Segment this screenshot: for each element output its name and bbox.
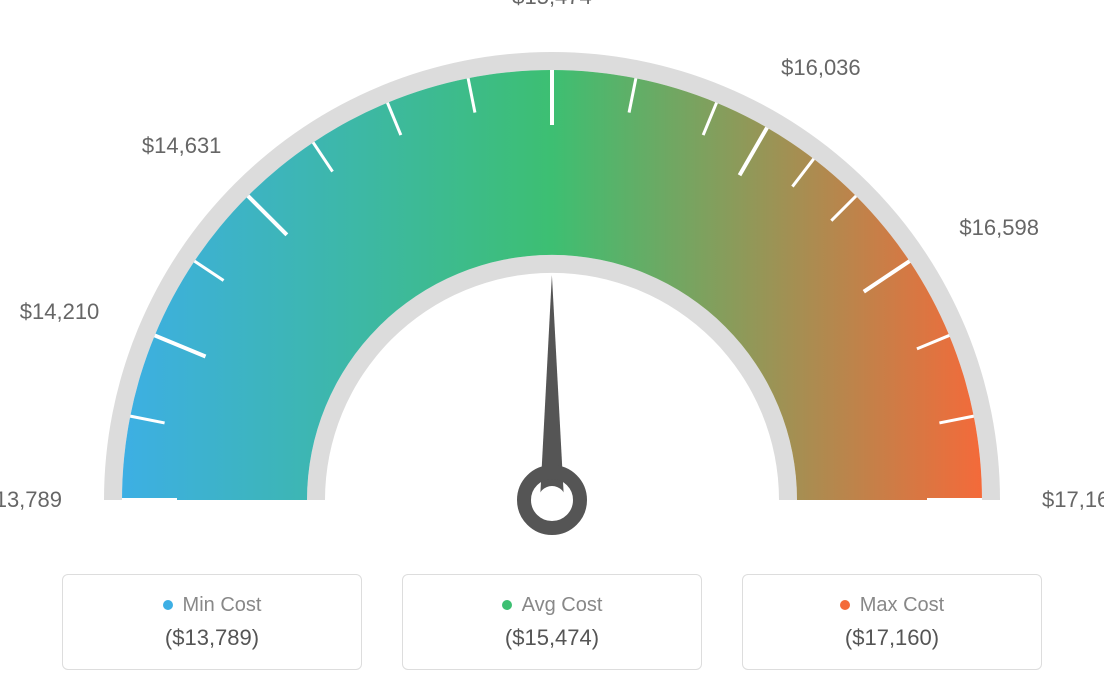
legend-value-avg: ($15,474) bbox=[505, 625, 599, 651]
gauge-tick-label: $16,598 bbox=[959, 215, 1039, 241]
legend-dot-avg bbox=[502, 600, 512, 610]
legend-value-max: ($17,160) bbox=[845, 625, 939, 651]
gauge-tick-label: $14,210 bbox=[20, 299, 100, 325]
gauge-tick-label: $13,789 bbox=[0, 487, 62, 513]
legend-value-min: ($13,789) bbox=[165, 625, 259, 651]
legend-title-min: Min Cost bbox=[183, 594, 262, 617]
gauge-tick-label: $17,160 bbox=[1042, 487, 1104, 513]
legend-title-row-avg: Avg Cost bbox=[502, 594, 603, 617]
legend-card-min: Min Cost ($13,789) bbox=[62, 574, 362, 670]
legend-title-row-max: Max Cost bbox=[840, 594, 944, 617]
gauge-tick-label: $14,631 bbox=[142, 133, 222, 159]
gauge-area: $13,789 $14,210 $14,631 $15,474 $16,036 $16,5… bbox=[0, 0, 1104, 545]
legend-dot-max bbox=[840, 600, 850, 610]
gauge-tick-label: $15,474 bbox=[512, 0, 592, 10]
legend-title-avg: Avg Cost bbox=[522, 594, 603, 617]
legend-title-max: Max Cost bbox=[860, 594, 944, 617]
gauge-tick-label: $16,036 bbox=[781, 55, 861, 81]
legend-dot-min bbox=[163, 600, 173, 610]
chart-container: $13,789 $14,210 $14,631 $15,474 $16,036 $16,5… bbox=[0, 0, 1104, 690]
legend-title-row-min: Min Cost bbox=[163, 594, 262, 617]
legend-row: Min Cost ($13,789) Avg Cost ($15,474) Ma… bbox=[0, 574, 1104, 670]
legend-card-max: Max Cost ($17,160) bbox=[742, 574, 1042, 670]
legend-card-avg: Avg Cost ($15,474) bbox=[402, 574, 702, 670]
gauge-svg bbox=[0, 20, 1104, 565]
